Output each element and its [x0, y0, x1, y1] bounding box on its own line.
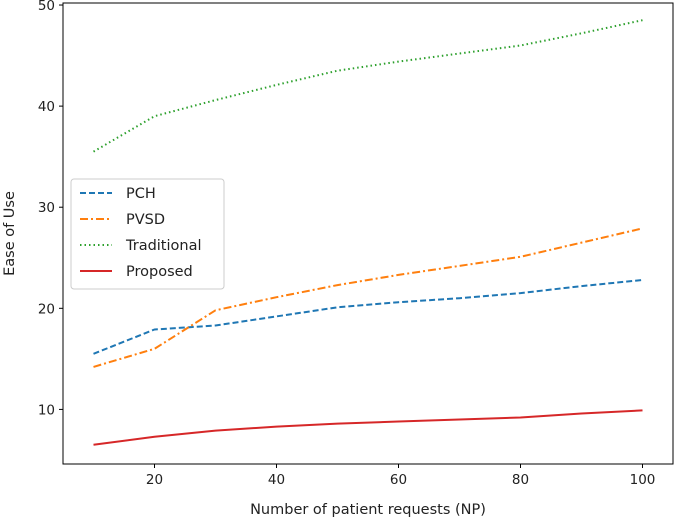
x-tick-label: 20: [146, 472, 163, 488]
axes-frame: [62, 2, 674, 465]
y-tick-label: 10: [38, 402, 55, 418]
y-tick-label: 30: [38, 200, 55, 216]
legend-label-proposed: Proposed: [126, 264, 193, 280]
y-tick-label: 50: [38, 0, 55, 14]
legend-box: [70, 178, 225, 290]
legend-label-traditional: Traditional: [125, 238, 202, 254]
y-tick-label: 40: [38, 99, 55, 115]
legend-label-pvsd: PVSD: [126, 212, 165, 228]
series-line-traditional: [92, 19, 643, 153]
x-tick-label: 40: [268, 472, 285, 488]
series-line-proposed: [93, 409, 643, 446]
x-tick-label: 60: [390, 472, 407, 488]
x-tick-label: 80: [512, 472, 529, 488]
x-axis-label: Number of patient requests (NP): [250, 502, 486, 518]
ticks-layer: 20 40 60 80 100 10 20 30 40 50: [38, 0, 656, 488]
x-tick-label: 100: [630, 472, 656, 488]
plot-area: [92, 19, 643, 446]
legend: PCH PVSD Traditional Proposed: [70, 178, 225, 290]
series-line-pvsd: [93, 227, 643, 368]
y-tick-label: 20: [38, 301, 55, 317]
legend-label-pch: PCH: [126, 186, 156, 202]
y-axis-label: Ease of Use: [2, 191, 18, 276]
series-line-pch: [93, 279, 643, 355]
